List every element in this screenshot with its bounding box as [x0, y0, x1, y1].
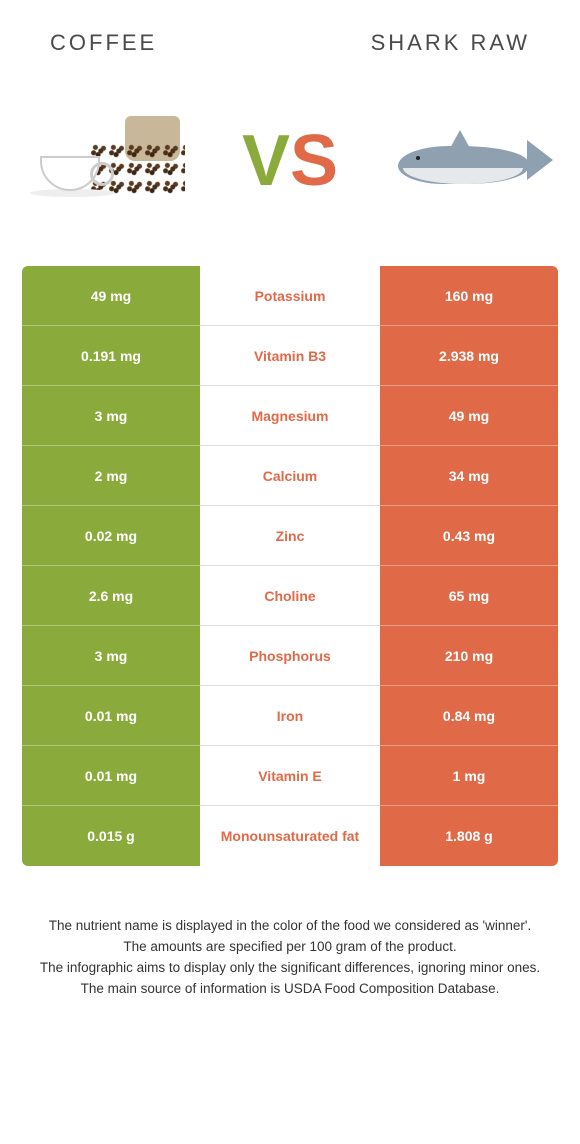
nutrient-name: Monounsaturated fat — [200, 806, 380, 866]
nutrient-name: Phosphorus — [200, 626, 380, 686]
nutrient-name: Choline — [200, 566, 380, 626]
table-row: 2.6 mgCholine65 mg — [22, 566, 558, 626]
nutrient-name: Potassium — [200, 266, 380, 326]
table-row: 3 mgMagnesium49 mg — [22, 386, 558, 446]
right-value: 160 mg — [380, 266, 558, 326]
nutrient-name: Iron — [200, 686, 380, 746]
coffee-illustration — [20, 106, 200, 216]
table-row: 3 mgPhosphorus210 mg — [22, 626, 558, 686]
left-value: 0.015 g — [22, 806, 200, 866]
right-value: 1 mg — [380, 746, 558, 806]
vs-row: VS — [0, 66, 580, 256]
left-value: 0.01 mg — [22, 746, 200, 806]
left-value: 3 mg — [22, 386, 200, 446]
footer-notes: The nutrient name is displayed in the co… — [28, 916, 552, 1000]
footer-line: The infographic aims to display only the… — [28, 958, 552, 979]
vs-label: VS — [242, 125, 338, 197]
left-value: 3 mg — [22, 626, 200, 686]
right-value: 65 mg — [380, 566, 558, 626]
left-value: 2.6 mg — [22, 566, 200, 626]
right-value: 2.938 mg — [380, 326, 558, 386]
table-row: 2 mgCalcium34 mg — [22, 446, 558, 506]
table-row: 0.01 mgVitamin E1 mg — [22, 746, 558, 806]
nutrient-name: Magnesium — [200, 386, 380, 446]
footer-line: The main source of information is USDA F… — [28, 979, 552, 1000]
right-value: 34 mg — [380, 446, 558, 506]
nutrient-name: Vitamin E — [200, 746, 380, 806]
left-value: 0.02 mg — [22, 506, 200, 566]
nutrient-name: Vitamin B3 — [200, 326, 380, 386]
nutrient-comparison-table: 49 mgPotassium160 mg0.191 mgVitamin B32.… — [22, 266, 558, 866]
left-value: 0.191 mg — [22, 326, 200, 386]
vs-s: S — [290, 125, 338, 197]
table-row: 0.01 mgIron0.84 mg — [22, 686, 558, 746]
right-value: 1.808 g — [380, 806, 558, 866]
table-row: 49 mgPotassium160 mg — [22, 266, 558, 326]
shark-illustration — [380, 106, 560, 216]
right-value: 0.43 mg — [380, 506, 558, 566]
right-value: 49 mg — [380, 386, 558, 446]
nutrient-name: Calcium — [200, 446, 380, 506]
nutrient-name: Zinc — [200, 506, 380, 566]
right-value: 210 mg — [380, 626, 558, 686]
right-value: 0.84 mg — [380, 686, 558, 746]
right-food-title: SHARK RAW — [371, 30, 530, 56]
table-row: 0.02 mgZinc0.43 mg — [22, 506, 558, 566]
vs-v: V — [242, 125, 290, 197]
left-value: 49 mg — [22, 266, 200, 326]
table-row: 0.191 mgVitamin B32.938 mg — [22, 326, 558, 386]
table-row: 0.015 gMonounsaturated fat1.808 g — [22, 806, 558, 866]
left-value: 0.01 mg — [22, 686, 200, 746]
footer-line: The amounts are specified per 100 gram o… — [28, 937, 552, 958]
footer-line: The nutrient name is displayed in the co… — [28, 916, 552, 937]
left-value: 2 mg — [22, 446, 200, 506]
header: COFFEE SHARK RAW — [0, 0, 580, 66]
left-food-title: COFFEE — [50, 30, 157, 56]
